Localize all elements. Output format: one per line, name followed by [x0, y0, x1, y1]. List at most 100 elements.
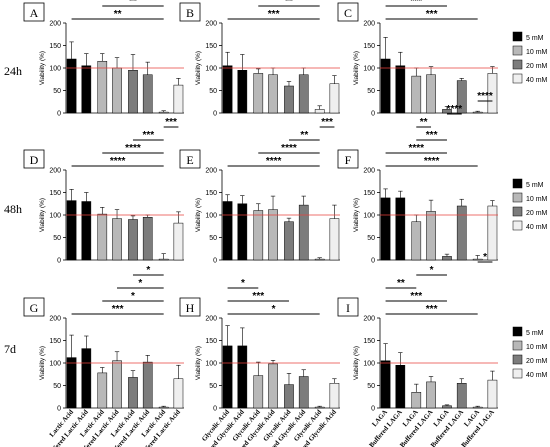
y-tick-label: 50 [367, 235, 375, 242]
significance-label: *** [410, 291, 422, 302]
bar [128, 219, 138, 261]
legend-label: 10 mM [526, 49, 548, 56]
legend-swatch [512, 73, 523, 84]
bar [112, 218, 122, 261]
significance-label: **** [477, 91, 493, 102]
bar [112, 360, 122, 409]
y-axis-label: Viability (%) [195, 198, 202, 232]
y-tick-label: 200 [363, 168, 375, 175]
bar [329, 83, 340, 114]
bar [284, 221, 294, 261]
significance-label: * [483, 252, 487, 263]
significance-label: * [272, 304, 276, 315]
legend-swatch [512, 220, 523, 231]
bar [128, 70, 138, 114]
significance-label: *** [165, 117, 177, 128]
panel-label: E [186, 153, 193, 167]
bar [173, 378, 184, 409]
y-axis-label: Viability (%) [39, 346, 46, 380]
bar [487, 379, 498, 409]
row-label: 24h [4, 64, 22, 78]
bar [97, 61, 108, 114]
bar [298, 74, 309, 114]
y-axis-label: Viability (%) [353, 198, 360, 232]
significance-label: **** [447, 104, 463, 115]
y-tick-label: 0 [371, 111, 375, 118]
panel-label-box [23, 297, 45, 317]
y-tick-label: 150 [49, 338, 61, 345]
legend-swatch [512, 45, 523, 56]
y-tick-label: 50 [367, 383, 375, 390]
y-tick-label: 50 [367, 88, 375, 95]
legend-label: 5 mM [526, 182, 544, 189]
significance-label: * [430, 265, 434, 276]
y-tick-label: 100 [49, 361, 61, 368]
bar [472, 111, 483, 114]
bar [442, 256, 452, 261]
bar [97, 372, 108, 409]
panel-label: G [30, 301, 39, 315]
significance-label: *** [426, 130, 438, 141]
bar [411, 221, 422, 261]
bar [81, 201, 92, 261]
y-tick-label: 0 [371, 406, 375, 413]
y-tick-label: 200 [49, 21, 61, 28]
row-label: 7d [4, 342, 16, 356]
bar [268, 74, 278, 114]
y-tick-label: 150 [205, 43, 217, 50]
bar [426, 211, 436, 261]
bar [222, 201, 233, 261]
bar [268, 209, 278, 261]
y-axis-label: Viability (%) [353, 51, 360, 85]
bar [237, 203, 248, 261]
panel-label-box [23, 2, 45, 22]
bar [411, 392, 422, 409]
bar [314, 109, 325, 114]
significance-label: **** [266, 156, 282, 167]
panel-label-box [337, 149, 359, 169]
y-tick-label: 150 [363, 338, 375, 345]
significance-label: **** [408, 143, 424, 154]
legend: 5 mM 10 mM 20 mM 40 mM [512, 31, 548, 84]
bar [173, 84, 184, 114]
bar [81, 65, 92, 114]
legend-label: 20 mM [526, 210, 548, 217]
bar [487, 205, 498, 261]
y-tick-label: 100 [205, 361, 217, 368]
bar [158, 406, 169, 409]
significance-label: *** [252, 291, 264, 302]
panel-label: F [345, 153, 352, 167]
bar [329, 218, 340, 261]
bar [472, 258, 483, 261]
bar [97, 213, 108, 261]
bar [284, 85, 294, 114]
bar [456, 383, 467, 409]
bar [173, 222, 184, 261]
significance-label: * [138, 278, 142, 289]
y-tick-label: 50 [53, 235, 61, 242]
panel-label-box [179, 297, 201, 317]
bar [142, 74, 153, 114]
panel-label-box [179, 2, 201, 22]
panel-label-box [179, 149, 201, 169]
legend-swatch [512, 31, 523, 42]
y-tick-label: 200 [205, 21, 217, 28]
y-axis-label: Viability (%) [353, 346, 360, 380]
significance-label: ** [114, 9, 122, 20]
y-tick-label: 0 [213, 111, 217, 118]
bar [253, 375, 264, 409]
significance-label: * [146, 265, 150, 276]
y-tick-label: 50 [209, 88, 217, 95]
y-tick-label: 200 [363, 316, 375, 323]
bar [112, 67, 122, 114]
y-tick-label: 50 [209, 383, 217, 390]
y-tick-label: 100 [363, 213, 375, 220]
y-tick-label: 100 [205, 66, 217, 73]
bar [314, 258, 325, 261]
y-axis-label: Viability (%) [39, 51, 46, 85]
y-tick-label: 200 [205, 316, 217, 323]
bar [66, 357, 77, 409]
significance-label: **** [281, 143, 297, 154]
